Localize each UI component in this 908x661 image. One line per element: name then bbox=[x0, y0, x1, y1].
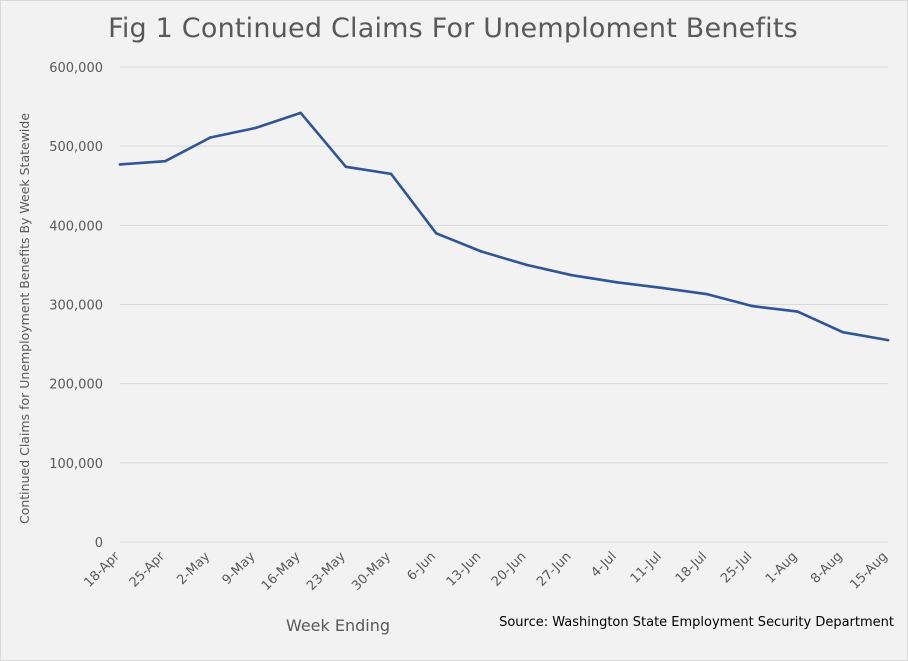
data-point bbox=[660, 286, 664, 290]
x-tick-label: 20-Jun bbox=[489, 549, 530, 590]
y-tick-label: 600,000 bbox=[49, 61, 103, 76]
x-tick-label: 8-Aug bbox=[808, 549, 846, 587]
data-point bbox=[344, 165, 348, 169]
x-tick-label: 25-Jul bbox=[718, 549, 755, 586]
series-line bbox=[118, 111, 890, 342]
data-point bbox=[118, 163, 122, 166]
x-tick-label: 18-Jul bbox=[673, 549, 710, 586]
x-tick-label: 2-May bbox=[174, 549, 213, 588]
y-tick-label: 300,000 bbox=[49, 299, 103, 314]
x-tick-label: 16-May bbox=[259, 549, 304, 594]
data-point bbox=[209, 136, 212, 139]
data-point bbox=[796, 310, 799, 313]
x-tick-label: 18-Apr bbox=[82, 549, 124, 591]
x-tick-label: 15-Aug bbox=[847, 549, 890, 592]
y-tick-label: 500,000 bbox=[49, 140, 103, 155]
data-point bbox=[525, 263, 528, 267]
data-point bbox=[705, 292, 709, 296]
data-point bbox=[434, 231, 438, 235]
x-tick-label: 1-Aug bbox=[763, 549, 801, 587]
data-point bbox=[480, 250, 483, 253]
x-tick-label: 30-May bbox=[349, 549, 394, 594]
x-tick-label: 11-Jul bbox=[628, 549, 665, 586]
x-axis-title: Week Ending bbox=[286, 616, 390, 635]
y-tick-label: 400,000 bbox=[49, 219, 103, 234]
x-tick-label: 9-May bbox=[220, 549, 259, 588]
x-tick-label: 4-Jul bbox=[588, 549, 619, 580]
chart-title: Fig 1 Continued Claims For Unemploment B… bbox=[108, 13, 798, 44]
x-tick-label: 23-May bbox=[304, 549, 349, 594]
y-axis-title: Continued Claims for Unemployment Benefi… bbox=[17, 113, 32, 524]
data-point bbox=[163, 159, 167, 163]
x-tick-label: 13-Jun bbox=[444, 549, 485, 590]
y-tick-label: 200,000 bbox=[49, 378, 103, 393]
data-point bbox=[886, 338, 890, 342]
data-point bbox=[751, 304, 754, 308]
y-tick-label: 100,000 bbox=[49, 457, 103, 472]
data-point bbox=[389, 172, 393, 176]
x-tick-label: 6-Jun bbox=[404, 549, 439, 584]
data-point bbox=[615, 281, 619, 284]
data-point bbox=[254, 126, 257, 130]
data-point bbox=[570, 273, 574, 277]
x-tick-label: 27-Jun bbox=[534, 549, 575, 590]
source-note: Source: Washington State Employment Secu… bbox=[499, 615, 894, 630]
x-tick-label: 25-Apr bbox=[127, 549, 169, 591]
y-tick-label: 0 bbox=[95, 536, 103, 551]
data-point bbox=[841, 330, 845, 334]
data-point bbox=[299, 111, 303, 115]
